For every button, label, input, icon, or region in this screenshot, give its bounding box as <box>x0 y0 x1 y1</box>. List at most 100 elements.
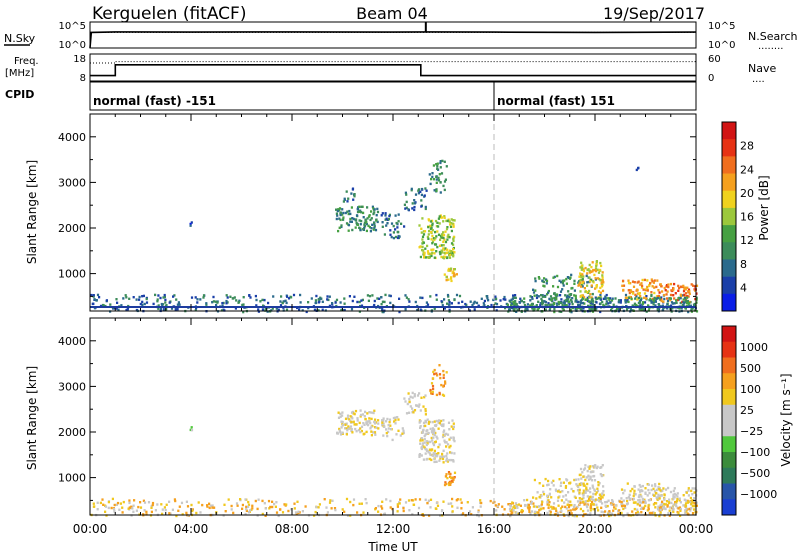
scatter-cell <box>655 496 658 499</box>
scatter-cell <box>575 514 578 518</box>
scatter-cell <box>605 302 608 306</box>
scatter-cell <box>593 479 597 482</box>
scatter-cell <box>542 493 546 496</box>
scatter-cell <box>591 292 594 296</box>
scatter-cell <box>424 409 427 413</box>
scatter-cell <box>402 507 405 510</box>
scatter-cell <box>664 289 667 292</box>
scatter-cell <box>574 307 577 311</box>
scatter-cell <box>225 299 228 303</box>
scatter-cell <box>562 481 565 484</box>
scatter-cell <box>586 495 589 498</box>
scatter-cell <box>592 498 595 502</box>
scatter-cell <box>247 500 250 504</box>
scatter-cell <box>373 303 376 307</box>
scatter-cell <box>361 413 365 416</box>
scatter-cell <box>422 514 425 517</box>
scatter-cell <box>599 279 602 282</box>
scatter-cell <box>641 497 644 501</box>
scatter-cell <box>567 509 570 513</box>
scatter-cell <box>691 504 694 508</box>
scatter-cell <box>546 494 549 497</box>
scatter-cell <box>436 245 439 249</box>
scatter-cell <box>681 294 684 297</box>
scatter-cell <box>282 300 285 303</box>
scatter-cell <box>170 307 174 310</box>
scatter-cell <box>515 504 518 508</box>
scatter-cell <box>673 302 676 305</box>
scatter-cell <box>394 422 397 425</box>
scatter-cell <box>233 296 236 299</box>
scatter-cell <box>429 388 432 392</box>
scatter-cell <box>639 298 642 302</box>
scatter-cell <box>602 510 605 514</box>
scatter-cell <box>532 505 535 508</box>
scatter-cell <box>650 291 653 294</box>
scatter-cell <box>115 503 118 506</box>
scatter-cell <box>367 299 370 302</box>
scatter-cell <box>633 302 636 305</box>
scatter-cell <box>422 445 425 448</box>
scatter-cell <box>575 483 578 486</box>
scatter-cell <box>553 296 556 300</box>
scatter-cell <box>658 297 661 300</box>
scatter-cell <box>538 495 541 499</box>
scatter-cell <box>687 295 690 298</box>
scatter-cell <box>520 299 523 303</box>
scatter-cell <box>662 505 665 508</box>
scatter-cell <box>504 306 507 310</box>
scatter-cell <box>587 304 590 308</box>
scatter-cell <box>122 500 125 504</box>
scatter-cell <box>654 304 657 307</box>
scatter-cell <box>548 501 551 504</box>
scatter-cell <box>447 233 450 237</box>
scatter-cell <box>598 493 601 496</box>
scatter-cell <box>417 405 420 408</box>
scatter-cell <box>397 429 400 432</box>
freq-label: Freq. <box>14 56 39 67</box>
scatter-cell <box>437 233 441 236</box>
scatter-cell <box>432 178 436 181</box>
scatter-cell <box>350 420 353 424</box>
velocity-scatter <box>90 364 698 518</box>
scatter-cell <box>369 427 372 430</box>
scatter-cell <box>445 441 448 444</box>
scatter-cell <box>423 254 426 257</box>
scatter-cell <box>649 498 652 502</box>
scatter-cell <box>509 300 512 304</box>
scatter-cell <box>599 261 602 265</box>
scatter-cell <box>580 285 583 288</box>
scatter-cell <box>544 300 548 304</box>
scatter-cell <box>449 277 453 280</box>
scatter-cell <box>380 303 383 306</box>
scatter-cell <box>404 400 407 403</box>
scatter-cell <box>631 280 635 283</box>
scatter-cell <box>584 500 587 503</box>
scatter-cell <box>264 514 267 517</box>
scatter-cell <box>434 243 438 246</box>
scatter-cell <box>595 297 598 300</box>
scatter-cell <box>453 268 456 271</box>
scatter-cell <box>361 298 364 302</box>
station-title: Kerguelen (fitACF) <box>92 4 246 24</box>
scatter-cell <box>427 499 430 502</box>
scatter-cell <box>633 501 636 504</box>
scatter-cell <box>451 251 454 255</box>
scatter-cell <box>341 414 344 417</box>
scatter-cell <box>693 491 696 494</box>
scatter-cell <box>663 297 666 301</box>
scatter-cell <box>340 309 343 312</box>
scatter-cell <box>544 303 547 307</box>
scatter-cell <box>362 211 365 215</box>
scatter-cell <box>116 501 120 505</box>
scatter-cell <box>586 482 589 486</box>
scatter-cell <box>589 293 592 296</box>
scatter-cell <box>411 391 414 395</box>
scatter-cell <box>604 510 607 513</box>
scatter-cell <box>582 500 585 503</box>
scatter-cell <box>601 492 604 495</box>
scatter-cell <box>127 507 130 510</box>
